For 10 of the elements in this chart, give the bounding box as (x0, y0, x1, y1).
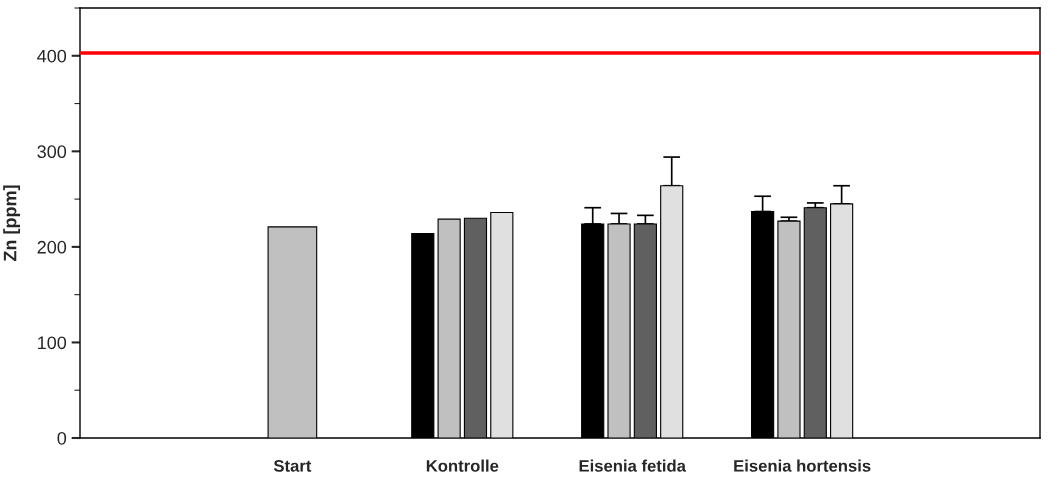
y-tick-label: 0 (57, 431, 67, 445)
y-axis-title: Zn [ppm] (3, 185, 21, 262)
x-tick-label: Eisenia hortensis (734, 459, 871, 472)
y-tick-label: 400 (37, 49, 67, 63)
x-tick-label: Start (273, 459, 312, 472)
y-tick-label: 100 (38, 336, 67, 350)
y-tick-label: 200 (37, 240, 67, 254)
y-tick-label: 300 (37, 145, 67, 159)
x-tick-label: Eisenia fetida (579, 459, 687, 472)
x-tick-label: Kontrolle (426, 459, 499, 472)
